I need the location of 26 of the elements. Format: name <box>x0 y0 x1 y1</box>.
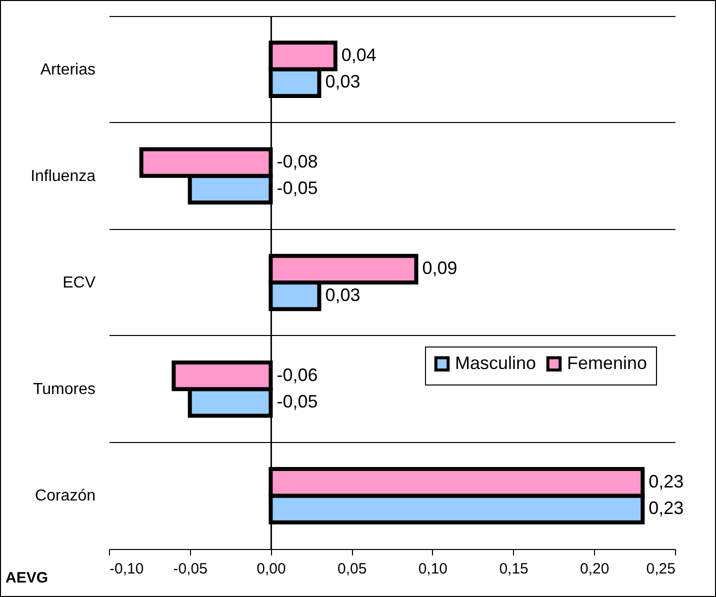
data-label: 0,03 <box>325 284 360 305</box>
x-tick-label: 0,25 <box>646 560 676 578</box>
x-axis-title: AEVG <box>6 570 48 586</box>
data-label: 0,09 <box>422 258 458 278</box>
x-tick-label: 0,15 <box>499 560 528 578</box>
x-tick-label: -0,10 <box>110 560 144 578</box>
y-tick-label: Influenza <box>30 168 96 185</box>
data-label: -0,05 <box>276 178 318 198</box>
x-tick-label: 0,05 <box>337 560 367 578</box>
y-tick-label: ECV <box>62 274 96 292</box>
y-tick-label: Tumores <box>32 381 96 398</box>
data-label: -0,05 <box>276 391 318 412</box>
legend-label: Masculino <box>455 352 536 373</box>
data-label: 0,23 <box>648 471 684 492</box>
y-tick-label: Arterias <box>40 61 96 78</box>
data-label: -0,06 <box>276 364 318 385</box>
legend-label: Femenino <box>567 352 648 373</box>
y-tick-label: Corazón <box>35 488 96 505</box>
x-tick-label: 0,20 <box>580 560 610 578</box>
data-label: 0,23 <box>648 498 684 518</box>
data-label: 0,04 <box>341 44 376 65</box>
data-label: 0,03 <box>325 72 360 92</box>
x-tick-label: -0,05 <box>173 560 208 578</box>
data-label: -0,08 <box>276 152 318 172</box>
x-tick-label: 0,10 <box>418 560 448 578</box>
x-tick-label: 0,00 <box>256 560 286 578</box>
